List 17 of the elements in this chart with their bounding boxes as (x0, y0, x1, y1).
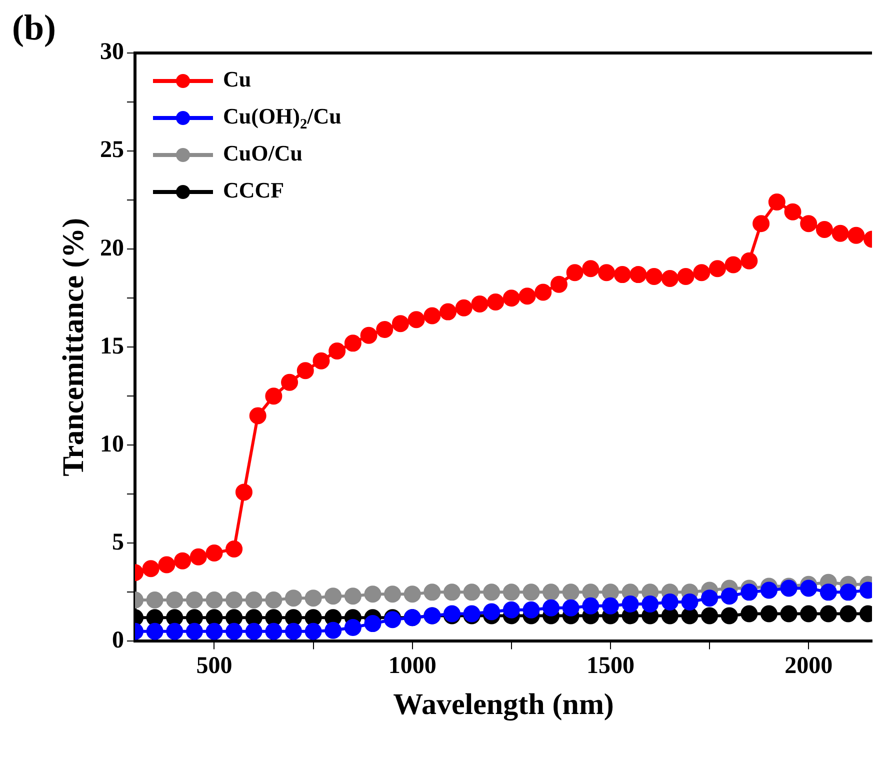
y-tick-label: 30 (100, 39, 124, 66)
y-tick-label: 0 (112, 627, 124, 654)
x-tick-label: 1500 (586, 652, 634, 679)
y-tick-label: 20 (100, 235, 124, 262)
legend-label: CuO/Cu (223, 140, 302, 166)
x-tick-label: 500 (196, 652, 232, 679)
y-axis-title: Trancemittance (%) (56, 218, 90, 476)
y-tick-label: 25 (100, 137, 124, 164)
x-tick-label: 2000 (784, 652, 833, 679)
y-tick-label: 15 (100, 333, 124, 360)
x-tick-label: 1000 (388, 652, 436, 679)
y-tick-label: 10 (100, 431, 124, 458)
legend-label: Cu (223, 66, 252, 92)
x-axis-title: Wavelength (nm) (393, 688, 614, 721)
y-tick-label: 5 (112, 529, 124, 556)
text: (b) (12, 7, 56, 48)
legend-label: CCCF (223, 178, 284, 203)
